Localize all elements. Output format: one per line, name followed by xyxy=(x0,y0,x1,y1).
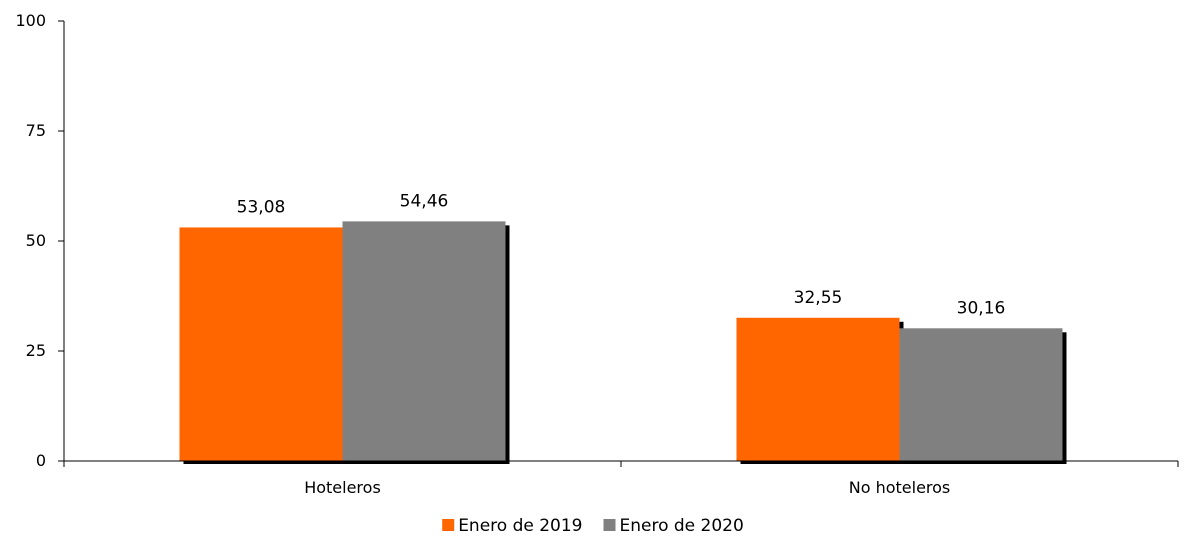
data-label: 53,08 xyxy=(237,197,286,217)
legend-swatch xyxy=(603,519,616,531)
bar-series2-0 xyxy=(342,221,506,461)
y-tick-label: 100 xyxy=(15,11,46,30)
data-label: 30,16 xyxy=(957,298,1006,318)
y-tick-label: 25 xyxy=(26,341,46,360)
bar-series1-1 xyxy=(736,317,900,461)
y-tick-label: 75 xyxy=(26,121,46,140)
bars-group xyxy=(179,221,1067,464)
axes-group: 0 25 50 75 100 Hoteleros No hoteleros xyxy=(15,11,1179,497)
data-label: 54,46 xyxy=(400,191,449,211)
y-tick-label: 0 xyxy=(36,451,46,470)
y-tick-label: 50 xyxy=(26,231,46,250)
legend-label: Enero de 2020 xyxy=(620,516,744,536)
legend: Enero de 2019 Enero de 2020 xyxy=(442,516,744,536)
legend-label: Enero de 2019 xyxy=(458,516,582,536)
data-labels-group: 53,08 54,46 32,55 30,16 xyxy=(237,191,1006,318)
x-category-label: No hoteleros xyxy=(849,478,951,497)
bar-series2-1 xyxy=(899,328,1063,461)
data-label: 32,55 xyxy=(794,288,843,308)
bar-series1-0 xyxy=(179,227,343,461)
x-category-label: Hoteleros xyxy=(304,478,381,497)
legend-swatch xyxy=(442,519,455,531)
